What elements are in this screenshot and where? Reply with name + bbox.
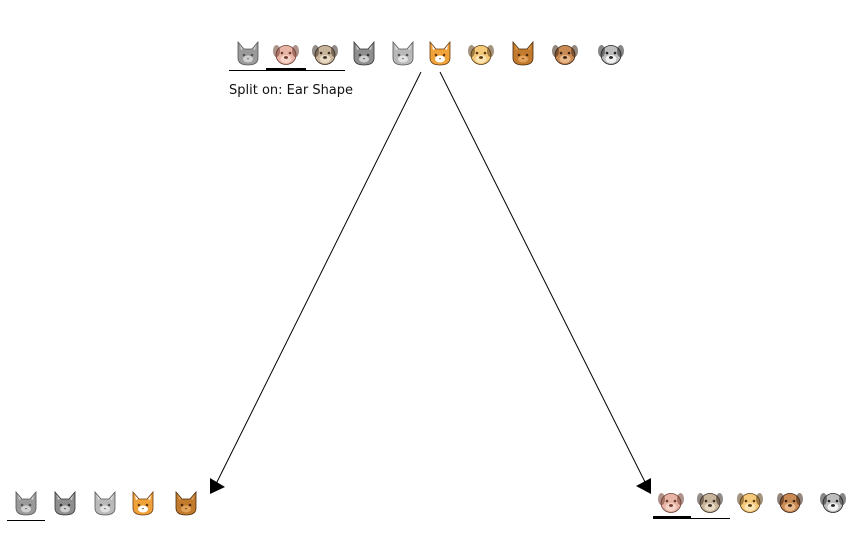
brown-dog-icon (550, 38, 580, 68)
brown-dog-icon (775, 486, 805, 516)
right-majority-bar (653, 516, 691, 519)
pug-dog-icon (695, 486, 725, 516)
left-branch-arrow (212, 71, 422, 491)
right-underline (653, 518, 730, 519)
yellow-dog-icon (735, 486, 765, 516)
left-underline (7, 520, 45, 521)
gray-cat-icon (233, 38, 263, 68)
right-branch-arrow (439, 71, 649, 489)
yellow-dog-icon (466, 38, 496, 68)
left-arrowhead-icon (210, 478, 225, 494)
orange-cat-icon (128, 488, 158, 518)
gray-wolf-cat-icon (50, 488, 80, 518)
spotted-dog-icon (596, 38, 626, 68)
spotted-dog-icon (818, 486, 848, 516)
right-arrowhead-icon (636, 478, 651, 494)
orange-cat-icon (425, 38, 455, 68)
pink-dog-icon (656, 486, 686, 516)
root-majority-bar (266, 68, 306, 71)
gray-cat-icon (11, 488, 41, 518)
split-label: Split on: Ear Shape (229, 83, 354, 98)
pug-dog-icon (310, 38, 340, 68)
gray-wolf-cat-icon (349, 38, 379, 68)
silver-cat-icon (90, 488, 120, 518)
silver-cat-icon (388, 38, 418, 68)
brown-cat-icon (508, 38, 538, 68)
brown-cat-icon (171, 488, 201, 518)
pink-dog-icon (271, 38, 301, 68)
